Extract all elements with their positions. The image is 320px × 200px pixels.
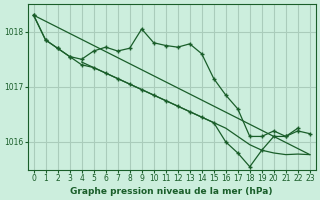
X-axis label: Graphe pression niveau de la mer (hPa): Graphe pression niveau de la mer (hPa) [70,187,273,196]
